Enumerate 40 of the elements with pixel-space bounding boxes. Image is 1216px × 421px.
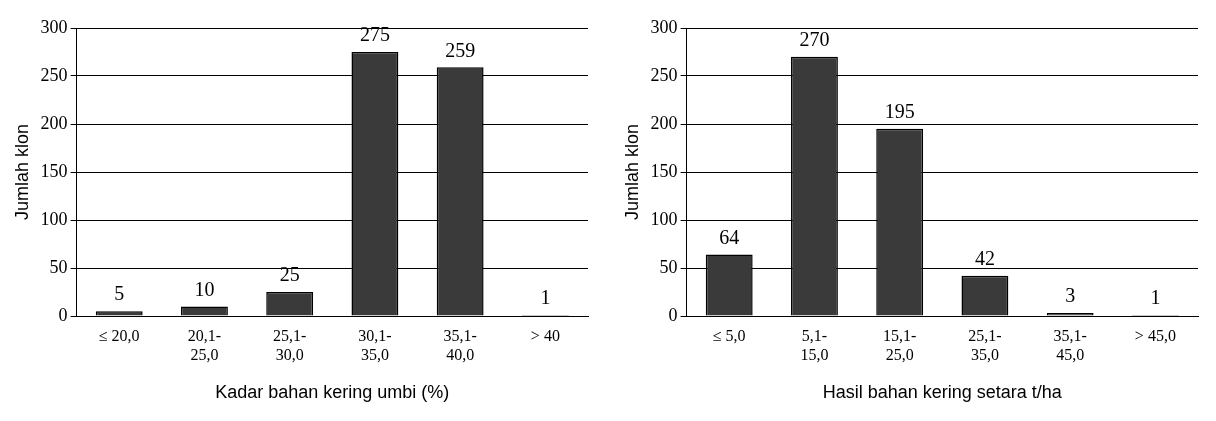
- x-tick-label: 25,1-30,0: [273, 326, 307, 363]
- data-label: 1: [540, 286, 551, 309]
- y-tick-label: 50: [659, 256, 678, 277]
- y-tick-label: 0: [668, 304, 678, 325]
- x-tick-label: 30,1-35,0: [358, 326, 392, 363]
- x-tick-label: 25,1-35,0: [968, 326, 1002, 363]
- x-tick-label: 15,1-25,0: [883, 326, 917, 363]
- x-tick-label: > 40: [530, 326, 560, 344]
- y-tick-label: 150: [650, 160, 678, 181]
- data-label: 5: [114, 282, 125, 305]
- y-tick-label: 100: [40, 208, 68, 229]
- data-label: 270: [799, 28, 830, 51]
- x-tick-label: 35,1-45,0: [1053, 326, 1087, 363]
- data-label: 259: [445, 38, 476, 61]
- y-axis-title: Jumlah klon: [11, 123, 32, 221]
- y-tick-label: 50: [49, 256, 68, 277]
- data-label: 64: [719, 225, 740, 248]
- y-tick-label: 200: [40, 112, 68, 133]
- x-tick-label: 5,1-15,0: [800, 326, 829, 363]
- data-label: 3: [1065, 284, 1076, 307]
- y-tick-label: 100: [650, 208, 678, 229]
- x-axis-title: Kadar bahan kering umbi (%): [215, 382, 450, 403]
- y-tick-label: 250: [650, 64, 678, 85]
- data-label: 10: [194, 277, 215, 300]
- x-tick-label: 35,1-40,0: [443, 326, 477, 363]
- y-tick-label: 150: [40, 160, 68, 181]
- x-tick-label: ≤ 5,0: [712, 326, 746, 344]
- x-tick-label: > 45,0: [1134, 326, 1176, 344]
- y-tick-label: 0: [58, 304, 68, 325]
- x-axis-title: Hasil bahan kering setara t/ha: [822, 382, 1063, 403]
- data-label: 42: [974, 246, 995, 269]
- data-label: 195: [884, 100, 915, 123]
- y-tick-label: 300: [40, 16, 68, 37]
- y-tick-label: 300: [650, 16, 678, 37]
- x-tick-label: ≤ 20,0: [98, 326, 140, 344]
- y-tick-label: 250: [40, 64, 68, 85]
- y-tick-label: 200: [650, 112, 678, 133]
- x-tick-label: 20,1-25,0: [187, 326, 222, 363]
- data-label: 1: [1150, 286, 1161, 309]
- y-axis-title: Jumlah klon: [621, 123, 642, 221]
